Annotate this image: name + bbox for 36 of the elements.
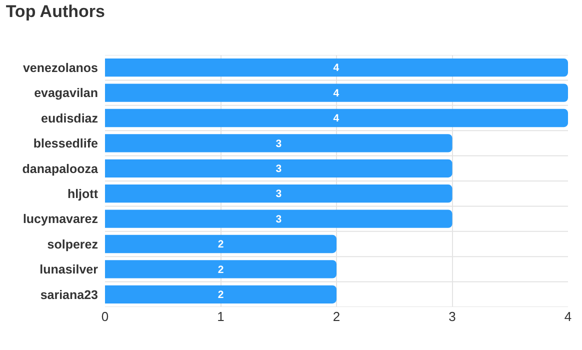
y-tick-label: eudisdiaz — [41, 111, 98, 126]
data-label: 3 — [276, 188, 282, 200]
data-label: 3 — [276, 213, 282, 226]
x-tick-label: 4 — [564, 309, 572, 324]
bar — [105, 210, 452, 228]
x-tick-label: 1 — [217, 309, 224, 324]
data-label: 4 — [333, 62, 340, 74]
bar — [105, 84, 568, 102]
data-label: 2 — [218, 289, 224, 302]
bar — [105, 159, 452, 178]
bar — [105, 108, 568, 128]
y-tick-label: solperez — [47, 237, 98, 252]
x-tick-label: 3 — [448, 309, 456, 324]
data-label: 4 — [333, 87, 340, 100]
bar — [105, 184, 452, 203]
data-label: 2 — [218, 238, 224, 251]
x-tick-label: 0 — [101, 309, 109, 324]
y-tick-label: lunasilver — [40, 262, 98, 277]
y-tick-label: blessedlife — [33, 136, 98, 151]
bar — [105, 134, 452, 152]
y-tick-label: evagavilan — [34, 86, 98, 100]
data-label: 3 — [276, 163, 282, 176]
data-label: 3 — [276, 138, 282, 150]
chart-title: Top Authors — [6, 2, 105, 22]
y-tick-label: hljott — [67, 186, 99, 201]
bar — [105, 260, 336, 278]
y-tick-label: venezolanos — [22, 60, 98, 75]
bar — [105, 285, 336, 304]
x-tick-label: 2 — [332, 309, 340, 324]
y-tick-label: sariana23 — [40, 288, 98, 302]
data-label: 2 — [218, 264, 224, 276]
data-label: 4 — [333, 112, 340, 125]
y-tick-label: danapalooza — [22, 162, 100, 176]
bar — [105, 234, 336, 254]
y-tick-label: lucymavarez — [22, 212, 98, 226]
bar — [105, 58, 568, 77]
